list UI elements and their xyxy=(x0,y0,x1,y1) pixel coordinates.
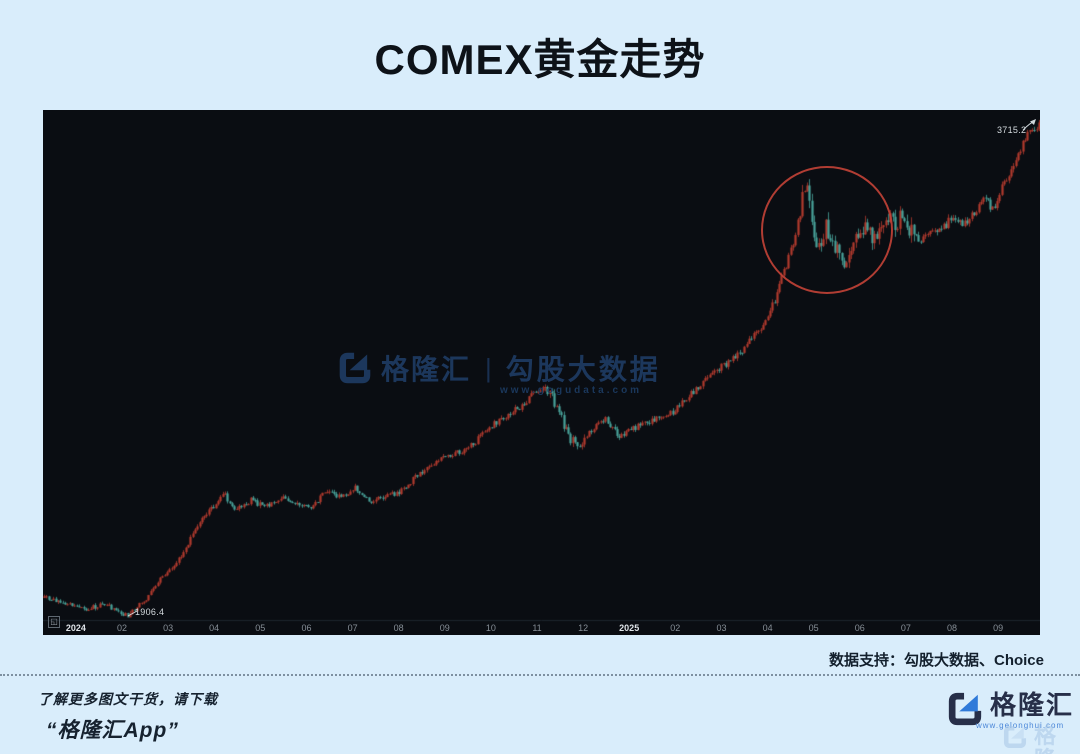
x-axis-label: 03 xyxy=(716,623,727,633)
ghost-logo-wordmark: 格隆汇 xyxy=(1034,723,1059,754)
promo-block: 了解更多图文干货，请下载 “格隆汇App” xyxy=(38,689,218,744)
annotation-circle xyxy=(761,166,893,294)
x-axis-label: 07 xyxy=(900,623,911,633)
x-axis-label: 10 xyxy=(485,623,496,633)
x-axis-label: 02 xyxy=(116,623,128,633)
x-axis-label: 05 xyxy=(255,623,266,633)
x-axis-label: 09 xyxy=(439,623,450,633)
x-axis-label: 12 xyxy=(578,623,589,633)
candlestick-canvas[interactable] xyxy=(43,110,1040,635)
gelonghui-ghost-logo: 格隆汇 xyxy=(1002,724,1080,754)
x-axis-label: 04 xyxy=(762,623,773,633)
x-axis-label: 07 xyxy=(347,623,358,633)
x-axis-label: 04 xyxy=(209,623,220,633)
x-axis-label: 03 xyxy=(163,623,174,633)
x-axis-label: 06 xyxy=(854,623,865,633)
low-price-label: 1906.4 xyxy=(135,607,165,617)
x-axis-label: 09 xyxy=(993,623,1004,633)
footer-divider xyxy=(0,674,1080,676)
candlestick-chart: 格隆汇 | 勾股大数据 www.gogudata.com 3715.2 1906… xyxy=(43,110,1040,635)
x-axis-label: 08 xyxy=(393,623,404,633)
data-support-credit: 数据支持：勾股大数据、Choice xyxy=(828,652,1044,669)
gelonghui-logo: 格隆汇 www.gelonghui.com xyxy=(946,690,1074,730)
x-axis-label: 02 xyxy=(670,623,681,633)
promo-text: 了解更多图文干货，请下载 xyxy=(38,691,218,707)
x-axis-label: 08 xyxy=(946,623,958,633)
gelonghui-ghost-logo-icon xyxy=(1003,725,1027,749)
x-axis-label: 11 xyxy=(532,623,542,633)
logo-url: www.gelonghui.com xyxy=(976,721,1065,730)
logo-wordmark: 格隆汇 xyxy=(990,690,1075,720)
high-price-label: 3715.2 xyxy=(997,125,1027,135)
promo-app-name: “格隆汇App” xyxy=(46,719,179,742)
x-axis-label: 06 xyxy=(301,623,312,633)
x-axis-label: 2024 xyxy=(65,623,86,633)
x-axis-label: 05 xyxy=(808,623,819,633)
gelonghui-logo-icon xyxy=(948,692,982,726)
x-axis-label: 2025 xyxy=(619,623,640,633)
chart-restore-icon[interactable]: ◱ xyxy=(48,616,60,628)
page-title: COMEX黄金走势 xyxy=(374,36,706,83)
